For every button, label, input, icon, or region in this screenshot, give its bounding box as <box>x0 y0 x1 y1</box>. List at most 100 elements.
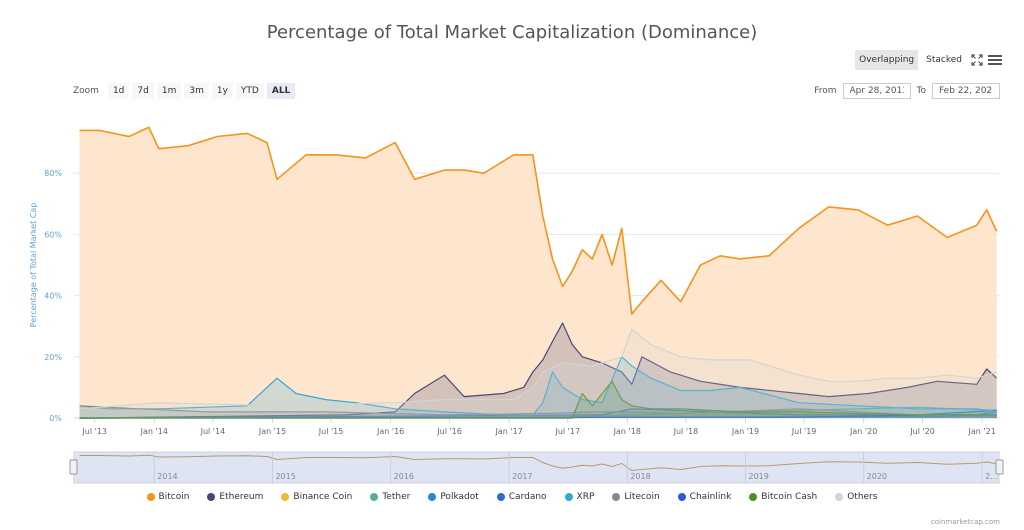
from-label: From <box>814 86 837 96</box>
y-tick-label: 0% <box>49 414 62 423</box>
legend-marker-others <box>835 493 844 501</box>
x-tick-label: Jan '21 <box>968 427 996 436</box>
y-tick-label: 60% <box>44 230 62 239</box>
legend-item-others[interactable]: Others <box>835 492 877 502</box>
legend-item-polkadot[interactable]: Polkadot <box>428 492 479 502</box>
legend-marker-binance-coin <box>281 493 290 501</box>
chart-legend: Bitcoin Ethereum Binance Coin Tether Polkado… <box>0 492 1024 502</box>
legend-label: Binance Coin <box>293 492 353 502</box>
zoom-bar: Zoom 1d 7d 1m 3m 1y YTD ALL <box>73 83 296 99</box>
legend-item-binance-coin[interactable]: Binance Coin <box>281 492 352 502</box>
series-area-tether <box>79 407 997 418</box>
x-tick-label: Jan '20 <box>849 427 877 436</box>
credits[interactable]: coinmarketcap.com <box>930 518 1000 526</box>
navigator-tick-label: 2015 <box>275 472 295 481</box>
stacked-button[interactable]: Stacked <box>922 50 966 70</box>
x-tick-label: Jan '18 <box>613 427 641 436</box>
overlapping-button[interactable]: Overlapping <box>855 50 919 70</box>
legend-label: Tether <box>382 492 411 502</box>
series-area-cardano <box>79 408 997 418</box>
zoom-label: Zoom <box>73 86 99 96</box>
navigator-tick-label: 2014 <box>157 472 177 481</box>
series-area-polkadot <box>79 411 997 418</box>
x-tick-label: Jul '17 <box>554 427 580 436</box>
navigator-handle-left[interactable] <box>69 459 78 475</box>
navigator-tick-label: 2... <box>985 472 998 481</box>
legend-label: Others <box>847 492 878 502</box>
navigator-tick-label: 2020 <box>867 472 887 481</box>
legend-label: Polkadot <box>440 492 479 502</box>
x-tick-label: Jul '13 <box>81 427 107 436</box>
legend-item-litecoin[interactable]: Litecoin <box>612 492 660 502</box>
legend-label: Cardano <box>508 492 547 502</box>
date-range: From To <box>814 83 1000 99</box>
zoom-ytd-button[interactable]: YTD <box>235 83 264 99</box>
legend-item-ethereum[interactable]: Ethereum <box>207 492 263 502</box>
legend-label: XRP <box>576 492 595 502</box>
y-tick-label: 20% <box>44 353 62 362</box>
zoom-1d-button[interactable]: 1d <box>107 83 130 99</box>
legend-marker-ethereum <box>207 493 216 501</box>
legend-item-cardano[interactable]: Cardano <box>496 492 547 502</box>
legend-marker-tether <box>370 493 379 501</box>
zoom-all-button[interactable]: ALL <box>266 83 296 99</box>
series-area-bitcoin <box>79 127 997 419</box>
series-line-litecoin[interactable] <box>79 405 997 416</box>
y-tick-label: 80% <box>44 169 62 178</box>
zoom-1m-button[interactable]: 1m <box>156 83 182 99</box>
from-date-input[interactable] <box>842 83 911 99</box>
legend-item-bitcoin[interactable]: Bitcoin <box>146 492 190 502</box>
legend-item-bitcoin-cash[interactable]: Bitcoin Cash <box>749 492 817 502</box>
legend-label: Bitcoin <box>158 492 190 502</box>
legend-item-tether[interactable]: Tether <box>370 492 410 502</box>
legend-item-xrp[interactable]: XRP <box>564 492 595 502</box>
legend-marker-xrp <box>564 493 573 501</box>
series-line-ethereum[interactable] <box>79 322 998 419</box>
zoom-1y-button[interactable]: 1y <box>211 83 233 99</box>
navigator-tick-label: 2019 <box>748 472 768 481</box>
to-date-input[interactable] <box>932 83 1000 99</box>
x-tick-label: Jul '15 <box>318 427 344 436</box>
legend-label: Ethereum <box>219 492 264 502</box>
series-line-xrp[interactable] <box>79 356 997 416</box>
menu-icon[interactable] <box>988 53 1002 67</box>
x-tick-label: Jan '14 <box>140 427 168 436</box>
legend-label: Litecoin <box>624 492 660 502</box>
zoom-7d-button[interactable]: 7d <box>132 83 154 99</box>
legend-marker-cardano <box>496 493 505 501</box>
x-tick-label: Jul '18 <box>673 427 699 436</box>
navigator-series-line <box>79 454 997 472</box>
legend-item-chainlink[interactable]: Chainlink <box>677 492 731 502</box>
x-tick-label: Jul '16 <box>436 427 462 436</box>
x-tick-label: Jan '15 <box>258 427 286 436</box>
series-area-litecoin <box>79 405 997 418</box>
legend-marker-polkadot <box>428 493 437 501</box>
x-tick-label: Jan '19 <box>731 427 759 436</box>
series-line-bitcoin-cash[interactable] <box>79 380 997 419</box>
series-line-others[interactable] <box>79 328 997 410</box>
legend-marker-bitcoin-cash <box>749 493 758 501</box>
series-line-bitcoin[interactable] <box>79 126 998 315</box>
y-axis-label: Percentage of Total Market Cap <box>29 203 38 328</box>
x-tick-label: Jul '20 <box>909 427 935 436</box>
x-tick-label: Jul '19 <box>791 427 817 436</box>
dominance-chart: 0% 20% 40% 60% 80% Percentage of Total Market… <box>29 126 1004 484</box>
navigator-handle-right[interactable] <box>995 459 1004 475</box>
x-tick-label: Jul '14 <box>200 427 226 436</box>
series-area-others <box>79 329 997 418</box>
zoom-3m-button[interactable]: 3m <box>184 83 209 99</box>
y-tick-label: 40% <box>44 292 62 301</box>
navigator-window[interactable] <box>73 451 1000 484</box>
x-tick-label: Jan '17 <box>495 427 523 436</box>
legend-label: Bitcoin Cash <box>761 492 818 502</box>
legend-marker-chainlink <box>677 493 686 501</box>
fullscreen-icon[interactable] <box>970 53 984 67</box>
navigator-tick-label: 2018 <box>630 472 650 481</box>
chart-title: Percentage of Total Market Capitalizatio… <box>266 22 758 43</box>
navigator-tick-label: 2016 <box>394 472 414 481</box>
legend-marker-litecoin <box>612 493 621 501</box>
view-toolbar: Overlapping Stacked <box>855 50 1002 70</box>
legend-marker-bitcoin <box>146 493 155 501</box>
x-tick-label: Jan '16 <box>376 427 404 436</box>
series-area-xrp <box>79 356 997 418</box>
